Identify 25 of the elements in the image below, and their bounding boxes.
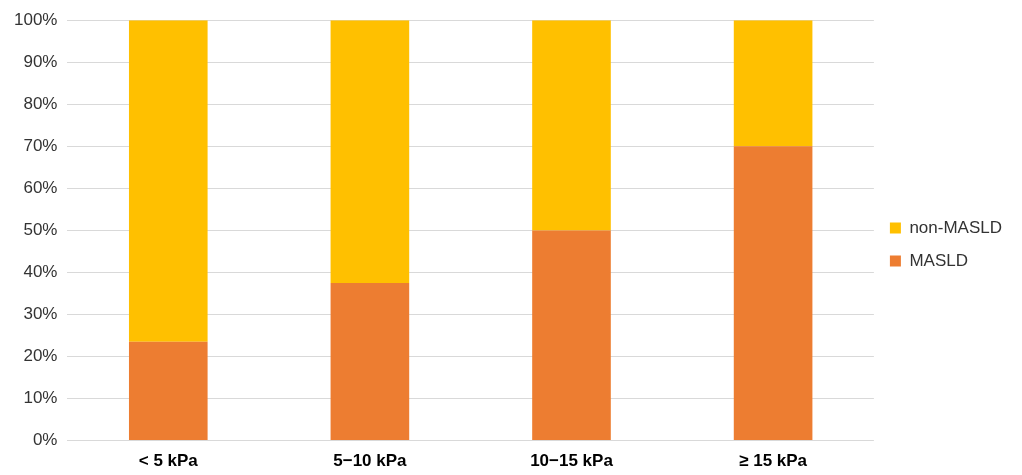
legend-label: non-MASLD (909, 217, 1003, 237)
y-tick-label: 30% (23, 304, 58, 324)
x-tick-label: 10−15 kPa (530, 451, 614, 471)
x-tick-label: ≥ 15 kPa (739, 451, 808, 471)
bar (733, 146, 813, 441)
y-tick-label: 90% (23, 51, 58, 71)
y-tick-label: 70% (23, 136, 58, 156)
bar (532, 230, 611, 441)
y-tick-label: 40% (23, 262, 58, 282)
y-tick-label: 20% (23, 346, 58, 366)
y-tick-label: 0% (32, 430, 58, 450)
y-tick-label: 80% (23, 93, 58, 113)
bar (128, 341, 208, 441)
bar (330, 282, 410, 441)
bar (733, 20, 813, 147)
y-tick-label: 10% (23, 388, 58, 408)
y-tick-label: 50% (23, 220, 58, 240)
bar (128, 20, 208, 342)
x-tick-label: < 5 kPa (138, 451, 199, 471)
bar (330, 20, 410, 283)
bar (532, 20, 611, 231)
x-tick-label: 5−10 kPa (333, 451, 408, 471)
y-tick-label: 60% (23, 178, 58, 198)
legend-label: MASLD (909, 250, 968, 270)
y-tick-label: 100% (14, 9, 58, 29)
